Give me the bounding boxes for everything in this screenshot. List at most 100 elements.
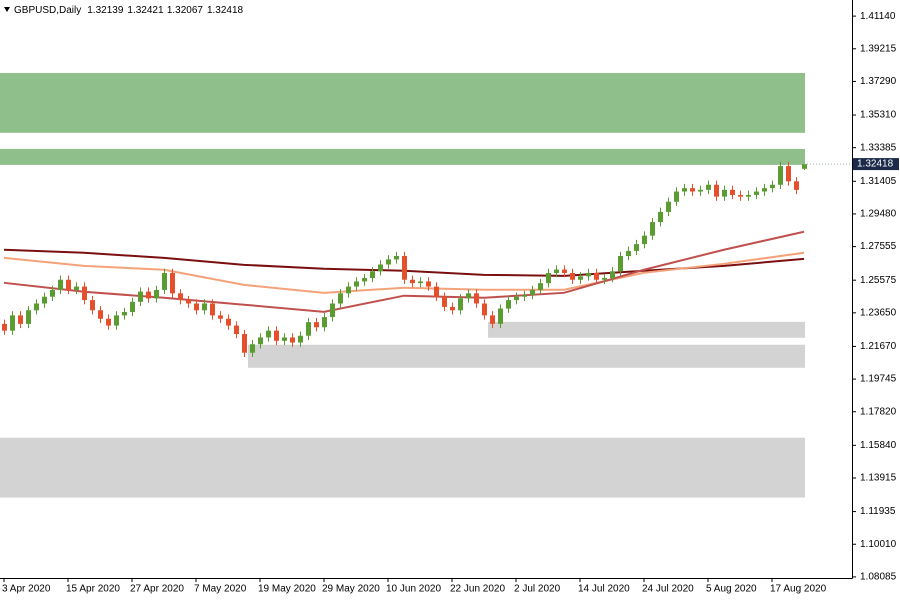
y-tick-label: 1.23650 — [860, 307, 897, 318]
candle-body — [690, 188, 695, 192]
candle-body — [418, 281, 423, 284]
candle-body — [322, 317, 327, 328]
y-tick-label: 1.37290 — [860, 76, 897, 87]
y-tick-label: 1.15840 — [860, 440, 897, 451]
candle-body — [634, 244, 639, 251]
y-tick-label: 1.17820 — [860, 406, 897, 417]
candle-body — [514, 296, 519, 301]
zone — [0, 148, 805, 165]
candle-body — [474, 293, 479, 304]
candle-body — [170, 272, 175, 294]
candle-body — [346, 286, 351, 294]
y-tick-label: 1.27555 — [860, 241, 897, 252]
candle-body — [402, 256, 407, 280]
candle-body — [578, 276, 583, 280]
candle-body — [58, 279, 63, 290]
candle-body — [434, 286, 439, 297]
candle-body — [298, 335, 303, 343]
candle-body — [242, 334, 247, 353]
zone — [0, 72, 805, 133]
candle-body — [482, 303, 487, 316]
candle-body — [154, 289, 159, 299]
candle-body — [706, 184, 711, 190]
candle-body — [82, 286, 87, 301]
candle-body — [338, 293, 343, 304]
y-tick-label: 1.13915 — [860, 473, 897, 484]
candle-body — [554, 269, 559, 273]
x-tick-label: 29 May 2020 — [322, 584, 380, 595]
candle-body — [370, 271, 375, 279]
candle-body — [626, 250, 631, 257]
candle-body — [138, 291, 143, 302]
candle-body — [562, 269, 567, 273]
header-low: 1.32067 — [167, 5, 204, 16]
candle-body — [66, 279, 71, 290]
moving-average-line — [3, 230, 805, 313]
header-close: 1.32418 — [207, 5, 244, 16]
candle-body — [106, 318, 111, 326]
y-tick-label: 1.25575 — [860, 275, 897, 286]
candle-body — [202, 303, 207, 311]
y-tick-label: 1.08085 — [860, 572, 897, 583]
candle-body — [682, 188, 687, 192]
x-tick-label: 3 Apr 2020 — [2, 584, 51, 595]
candle-body — [362, 278, 367, 282]
candle-body — [642, 235, 647, 245]
candle-body — [698, 189, 703, 192]
candle-body — [18, 315, 23, 324]
candle-body — [522, 295, 527, 297]
candle-body — [466, 293, 471, 299]
current-price-label: 1.32418 — [857, 159, 894, 170]
candle-body — [306, 322, 311, 336]
candle-body — [426, 281, 431, 287]
candle-body — [98, 310, 103, 319]
x-tick-label: 27 Apr 2020 — [130, 584, 184, 595]
moving-average-line — [3, 251, 805, 294]
candle-body — [194, 303, 199, 311]
candle-body — [210, 303, 215, 316]
x-tick-label: 5 Aug 2020 — [706, 584, 757, 595]
candle-body — [90, 300, 95, 311]
y-tick-label: 1.29480 — [860, 209, 897, 220]
candle-body — [42, 296, 47, 304]
candle-body — [290, 337, 295, 343]
candle-body — [354, 281, 359, 287]
candle-body — [658, 211, 663, 223]
candle-body — [378, 264, 383, 272]
candle-body — [730, 189, 735, 195]
y-tick-label: 1.31405 — [860, 176, 897, 187]
plot-area — [0, 72, 807, 498]
candle-body — [74, 286, 79, 290]
candle-body — [762, 188, 767, 192]
zone — [0, 437, 805, 498]
x-tick-label: 15 Apr 2020 — [66, 584, 120, 595]
y-tick-label: 1.21670 — [860, 341, 897, 352]
y-tick-label: 1.19745 — [860, 374, 897, 385]
x-tick-label: 14 Jul 2020 — [578, 584, 630, 595]
candle-body — [314, 322, 319, 328]
x-tick-label: 10 Jun 2020 — [386, 584, 441, 595]
chart-title: GBPUSD,Daily — [14, 5, 81, 16]
x-tick-label: 24 Jul 2020 — [642, 584, 694, 595]
x-tick-label: 19 May 2020 — [258, 584, 316, 595]
candle-body — [178, 293, 183, 301]
candle-body — [186, 300, 191, 304]
candle-body — [794, 181, 799, 190]
candle-body — [130, 301, 135, 312]
candle-body — [266, 330, 271, 338]
candle-body — [610, 271, 615, 279]
candle-body — [666, 201, 671, 212]
y-tick-label: 1.35310 — [860, 110, 897, 121]
candle-body — [530, 289, 535, 296]
candle-body — [450, 306, 455, 311]
candle-body — [50, 289, 55, 297]
candle-body — [162, 272, 167, 290]
candle-body — [122, 311, 127, 316]
candle-body — [274, 330, 279, 341]
x-tick-label: 2 Jul 2020 — [514, 584, 561, 595]
candle-body — [746, 194, 751, 197]
candle-body — [538, 283, 543, 290]
y-tick-label: 1.39215 — [860, 43, 897, 54]
candle-body — [618, 256, 623, 272]
